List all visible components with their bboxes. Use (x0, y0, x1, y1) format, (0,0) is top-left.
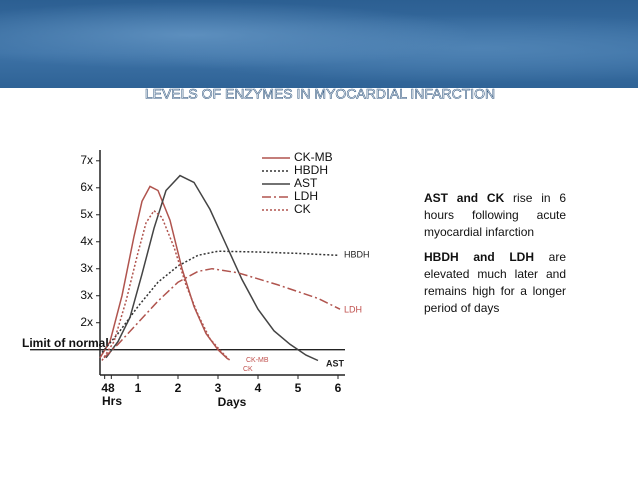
legend-label: HBDH (294, 163, 328, 177)
y-tick-label: 6x (80, 180, 93, 194)
x-tick-label: 2 (175, 381, 182, 395)
x-tick-label: 4 (255, 381, 262, 395)
legend-label: CK (294, 202, 311, 216)
y-tick-label: 4x (80, 234, 93, 248)
paragraph: AST and CK rise in 6 hours following acu… (424, 190, 566, 241)
x-tick-label: 6 (335, 381, 342, 395)
slide-title: LEVELS OF ENZYMES IN MYOCARDIAL INFARCTI… (145, 86, 495, 102)
paragraph: HBDH and LDH are elevated much later and… (424, 249, 566, 317)
notes: AST and CK rise in 6 hours following acu… (424, 190, 566, 325)
header-band (0, 0, 638, 88)
series-line (99, 185, 229, 360)
x-axis-label: Days (218, 395, 247, 409)
legend-label: AST (294, 176, 318, 190)
y-tick-label: 3x (80, 288, 93, 302)
x-tick-label: 8 (108, 381, 115, 395)
x-unit-label: Hrs (102, 394, 122, 408)
x-tick-label: 5 (295, 381, 302, 395)
y-tick-label: 2x (80, 315, 93, 329)
text: rise in 6 hours following acute myocardi… (424, 191, 566, 239)
legend-label: CK-MB (294, 150, 333, 164)
x-tick-label: 3 (215, 381, 222, 395)
curve-label: CK (243, 366, 253, 373)
x-tick-label: 1 (135, 381, 142, 395)
y-tick-label: 3x (80, 261, 93, 275)
curve-label: LDH (344, 304, 362, 314)
series-line (101, 250, 339, 353)
bold-text: HBDH and LDH (424, 250, 534, 264)
bold-text: AST and CK (424, 191, 505, 205)
y-tick-label: 7x (80, 153, 93, 167)
y-tick-label: 5x (80, 207, 93, 221)
x-tick-label: 4 (101, 381, 108, 395)
series-line (105, 174, 319, 362)
series-line (101, 209, 231, 362)
text: are elevated much later and remains high… (424, 250, 566, 315)
legend-label: LDH (294, 189, 318, 203)
reference-label: Limit of normal (22, 336, 109, 350)
curve-label: CK-MB (246, 357, 269, 364)
curve-label: AST (326, 358, 345, 368)
curve-label: HBDH (344, 249, 370, 259)
series-line (103, 267, 341, 359)
